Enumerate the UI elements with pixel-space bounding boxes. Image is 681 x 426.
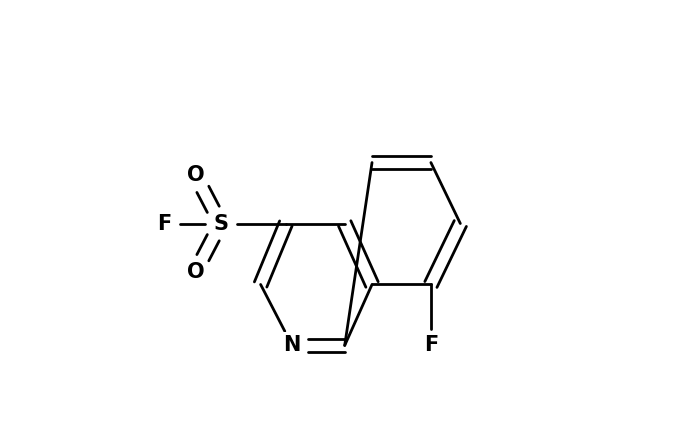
Text: F: F xyxy=(157,213,171,233)
Text: S: S xyxy=(213,213,228,233)
Text: O: O xyxy=(187,165,204,185)
Text: N: N xyxy=(283,335,301,355)
Text: O: O xyxy=(187,262,204,282)
Text: F: F xyxy=(424,335,438,355)
